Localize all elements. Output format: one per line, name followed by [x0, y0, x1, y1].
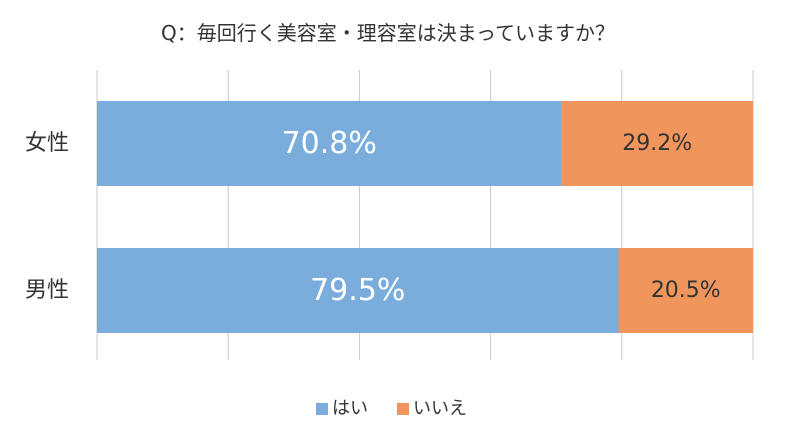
category-label-男性: 男性 — [25, 278, 69, 303]
category-label-女性: 女性 — [25, 131, 69, 156]
data-label-はい-女性: 70.8% — [282, 126, 377, 161]
bar-はい-女性 — [97, 101, 562, 186]
legend-label-いいえ: いいえ — [413, 398, 467, 419]
chart-title: Q：毎回行く美容室・理容室は決まっていますか？ — [161, 21, 615, 45]
legend-swatch-いいえ — [397, 403, 409, 415]
legend-label-はい: はい — [332, 398, 368, 419]
legend-swatch-はい — [316, 403, 328, 415]
bars: 70.8% 29.2% 79.5% 20.5% — [97, 101, 753, 333]
data-label-いいえ-女性: 29.2% — [622, 131, 692, 156]
data-label-いいえ-男性: 20.5% — [651, 278, 721, 303]
bar-はい-男性 — [97, 248, 619, 333]
bar-いいえ-女性 — [561, 101, 753, 186]
data-label-はい-男性: 79.5% — [310, 273, 405, 308]
bar-いいえ-男性 — [618, 248, 753, 333]
legend: はい いいえ — [316, 398, 467, 419]
